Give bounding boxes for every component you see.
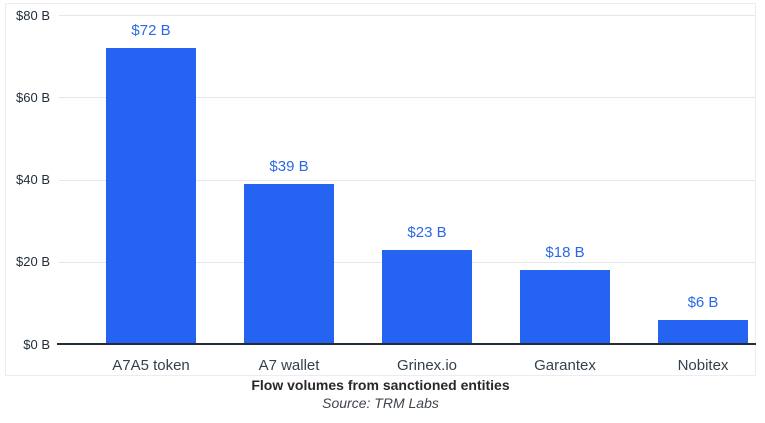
x-axis-category-label: Garantex [534,357,596,374]
chart-source: Source: TRM Labs [322,395,439,411]
chart-title: Flow volumes from sanctioned entities [251,377,510,393]
bar-value-label: $23 B [407,223,447,241]
y-axis-tick-label: $60 B [16,89,50,105]
bar-garantex [520,270,610,345]
bar-value-label: $6 B [687,293,719,311]
y-axis-tick-label: $0 B [23,336,50,352]
x-axis-category-label: A7 wallet [258,357,320,374]
gridline [59,179,755,181]
bar-grinex-io [382,249,472,345]
x-axis-category-label: Nobitex [677,357,729,374]
x-axis-line [57,343,756,345]
bar-value-label: $18 B [545,244,585,262]
bar-value-label: $39 B [269,158,309,176]
y-axis-tick-label: $80 B [16,7,50,23]
bar-value-label: $72 B [131,22,171,40]
gridline [59,15,755,16]
x-axis-category-label: Grinex.io [396,357,458,374]
gridline [59,97,755,99]
y-axis-tick-label: $20 B [16,254,50,270]
x-axis-category-label: A7A5 token [112,357,190,374]
bar-a7a5-token [106,48,196,345]
y-axis-tick-label: $40 B [16,172,50,187]
bar-a7-wallet [244,184,334,345]
bar-nobitex [658,319,748,345]
